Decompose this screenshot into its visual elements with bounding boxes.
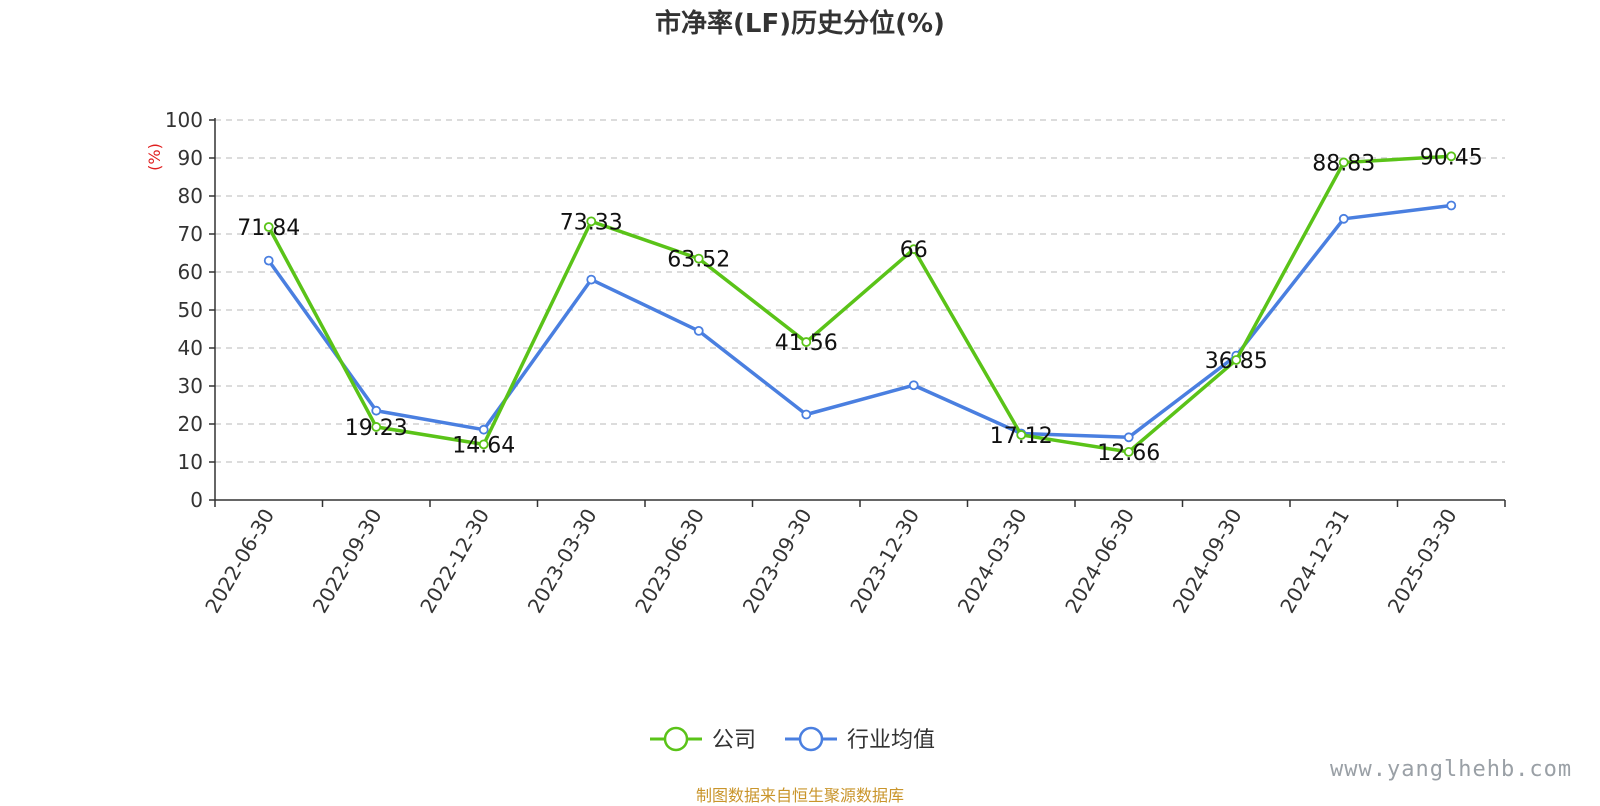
series-point <box>1446 151 1457 162</box>
data-label: 12.66 <box>1097 441 1160 466</box>
series-point <box>1123 432 1134 443</box>
x-tick-label: 2023-06-30 <box>630 505 709 618</box>
series-point <box>371 422 382 432</box>
data-label: 36.85 <box>1205 349 1268 374</box>
series-point <box>1338 213 1349 224</box>
y-tick-label: 30 <box>178 374 203 398</box>
series-point <box>908 380 919 391</box>
y-tick-label: 20 <box>178 412 203 436</box>
legend-swatch-marker <box>798 726 824 752</box>
x-tick-label: 2022-12-30 <box>415 505 494 618</box>
y-tick-label: 40 <box>178 336 203 360</box>
series-point <box>1123 446 1134 457</box>
watermark: www.yanglhehb.com <box>1330 757 1573 782</box>
legend-item-0: 公司 <box>650 726 756 753</box>
series-point <box>263 222 274 232</box>
series-point <box>908 244 919 255</box>
x-tick-label: 2022-09-30 <box>308 505 387 618</box>
data-label: 14.64 <box>452 433 515 458</box>
x-tick-label: 2023-12-30 <box>845 505 924 618</box>
x-tick-label: 2023-03-30 <box>523 505 602 618</box>
series-point <box>801 337 812 347</box>
series-point <box>801 409 812 420</box>
series-point <box>693 253 704 264</box>
x-tick-label: 2025-03-30 <box>1383 505 1462 618</box>
axes: 0 10 20 30 40 50 60 70 80 90 100 2022-06-30 2022-09-… <box>165 108 1506 618</box>
data-label: 63.52 <box>667 248 730 273</box>
data-label: 66 <box>900 238 928 263</box>
y-tick-label: 90 <box>178 146 203 170</box>
x-tick-label: 2024-03-30 <box>953 505 1032 618</box>
data-label: 19.23 <box>345 416 408 441</box>
series-point <box>263 255 274 266</box>
x-tick-label: 2023-09-30 <box>738 505 817 618</box>
series-point <box>1016 430 1027 440</box>
y-tick-label: 80 <box>178 184 203 208</box>
legend-label: 行业均值 <box>847 728 935 753</box>
series-line-0 <box>267 154 1452 454</box>
grid-lines <box>215 119 1505 463</box>
y-tick-label: 50 <box>178 298 203 322</box>
x-tick-label: 2024-09-30 <box>1168 505 1247 618</box>
series-line-1 <box>267 203 1452 440</box>
series-point <box>1446 200 1457 211</box>
series-point <box>371 405 382 416</box>
data-label: 71.84 <box>237 216 300 241</box>
y-axis-label: (%) <box>145 143 164 171</box>
data-labels: 71.84 19.23 14.64 73.33 63.52 41.56 66 17.12 12.… <box>237 145 1482 466</box>
series-lines <box>263 151 1457 457</box>
series-point <box>1338 157 1349 168</box>
data-label: 41.56 <box>775 331 838 356</box>
data-label: 90.45 <box>1420 145 1483 170</box>
series-point <box>478 439 489 450</box>
y-tick-label: 10 <box>178 450 203 474</box>
x-tick-label: 2024-06-30 <box>1060 505 1139 618</box>
series-point <box>1231 355 1242 365</box>
series-point <box>478 424 489 435</box>
legend-item-1: 行业均值 <box>785 726 935 753</box>
chart-title: 市净率(LF)历史分位(%) <box>655 8 945 39</box>
legend-swatch-marker <box>663 726 689 752</box>
y-tick-label: 60 <box>178 260 203 284</box>
data-label: 73.33 <box>560 210 623 235</box>
legend: 公司 行业均值 <box>650 726 935 753</box>
source-note: 制图数据来自恒生聚源数据库 <box>695 786 904 805</box>
series-point <box>586 274 597 285</box>
data-label: 88.83 <box>1312 151 1375 176</box>
y-tick-label: 0 <box>190 488 203 512</box>
data-label: 17.12 <box>990 424 1053 449</box>
legend-label: 公司 <box>712 728 756 753</box>
series-point <box>586 216 597 227</box>
x-tick-label: 2024-12-31 <box>1275 505 1354 618</box>
series-point <box>693 325 704 336</box>
x-tick-label: 2022-06-30 <box>200 505 279 618</box>
y-tick-label: 70 <box>178 222 203 246</box>
y-tick-label: 100 <box>165 108 203 132</box>
